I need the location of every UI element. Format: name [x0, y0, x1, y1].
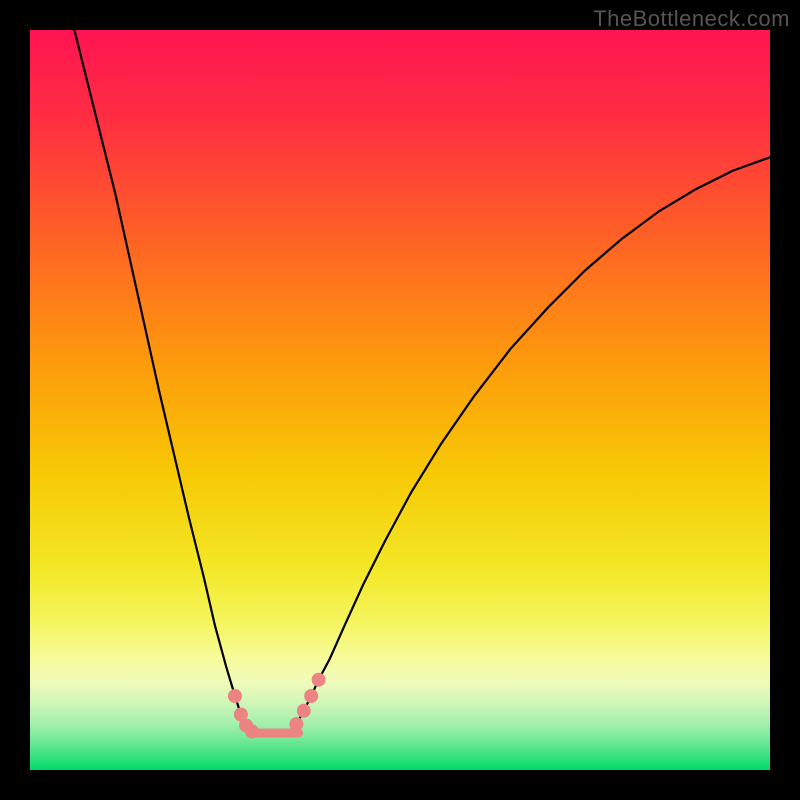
attribution-text: TheBottleneck.com: [593, 6, 790, 32]
bottleneck-chart: [30, 30, 770, 770]
marker-dot-4: [290, 718, 303, 731]
chart-curve-layer: [30, 30, 770, 770]
bottleneck-markers: [228, 673, 325, 738]
marker-dot-3: [246, 725, 259, 738]
marker-dot-5: [297, 704, 310, 717]
marker-dot-0: [228, 690, 241, 703]
marker-dot-6: [305, 690, 318, 703]
marker-dot-7: [312, 673, 325, 686]
bottleneck-curve: [74, 30, 770, 733]
